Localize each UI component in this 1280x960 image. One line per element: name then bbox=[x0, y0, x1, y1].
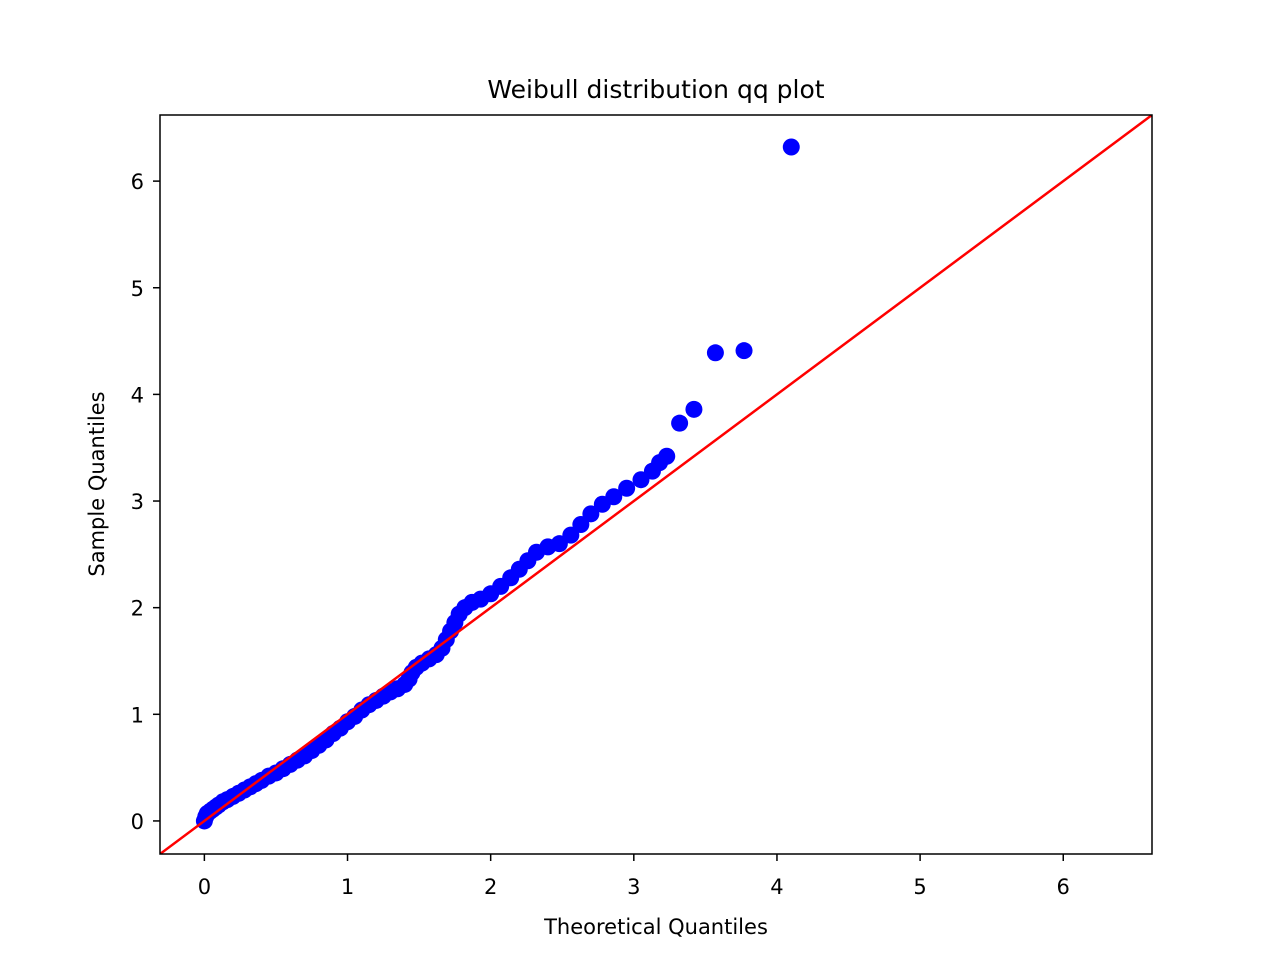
y-tick-label: 1 bbox=[131, 703, 144, 727]
data-point-66 bbox=[658, 447, 676, 465]
data-point-70 bbox=[735, 342, 753, 360]
data-point-58 bbox=[572, 515, 590, 533]
data-point-61 bbox=[605, 488, 623, 506]
x-tick-label: 5 bbox=[913, 875, 926, 899]
reference-line bbox=[160, 115, 1152, 854]
y-tick-label: 0 bbox=[131, 810, 144, 834]
y-tick-label: 2 bbox=[131, 597, 144, 621]
scatter-points bbox=[195, 138, 800, 830]
y-tick-label: 3 bbox=[131, 490, 144, 514]
x-tick-label: 3 bbox=[627, 875, 640, 899]
x-axis-label: Theoretical Quantiles bbox=[543, 915, 768, 939]
x-tick-label: 1 bbox=[341, 875, 354, 899]
x-tick-label: 6 bbox=[1057, 875, 1070, 899]
data-point-69 bbox=[706, 344, 724, 362]
data-point-59 bbox=[582, 505, 600, 523]
data-point-67 bbox=[671, 414, 689, 432]
plot-frame bbox=[159, 114, 1153, 855]
x-tick-label: 4 bbox=[770, 875, 783, 899]
data-point-62 bbox=[618, 479, 636, 497]
data-point-57 bbox=[562, 526, 580, 544]
y-axis-label: Sample Quantiles bbox=[85, 391, 109, 576]
y-tick-label: 6 bbox=[131, 170, 144, 194]
x-tick-label: 0 bbox=[198, 875, 211, 899]
data-point-68 bbox=[685, 400, 703, 418]
data-point-71 bbox=[782, 138, 800, 156]
chart-title: Weibull distribution qq plot bbox=[487, 75, 824, 104]
x-axis-ticks: 0 1 2 3 4 5 6 bbox=[198, 854, 1070, 899]
y-tick-label: 4 bbox=[131, 383, 144, 407]
x-tick-label: 2 bbox=[484, 875, 497, 899]
y-tick-label: 5 bbox=[131, 277, 144, 301]
y-axis-ticks: 0 1 2 3 4 5 6 bbox=[131, 170, 160, 834]
